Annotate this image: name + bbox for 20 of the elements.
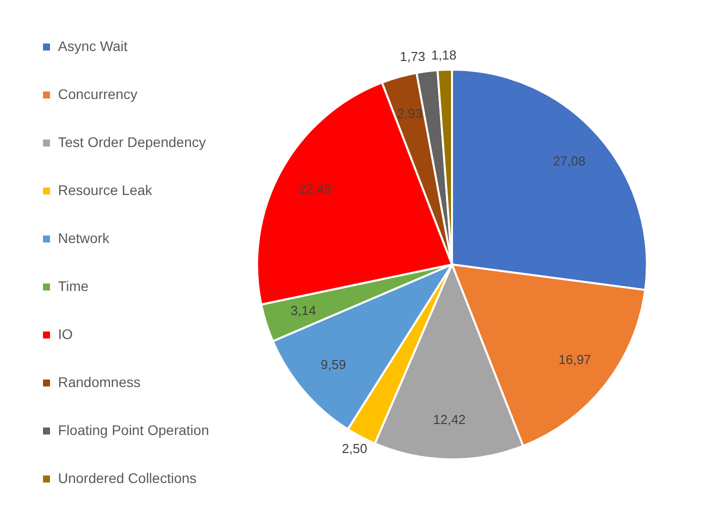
legend-label: Time	[58, 278, 89, 294]
legend-label: Resource Leak	[58, 182, 154, 198]
data-label: 1,73	[400, 48, 426, 64]
legend-label: Concurrency	[58, 86, 138, 102]
legend-label: Floating Point Operation	[58, 422, 209, 438]
legend-label: Randomness	[58, 374, 140, 390]
data-label: 27,08	[552, 153, 586, 168]
data-label: 16,97	[558, 352, 592, 368]
data-label: 1,18	[431, 47, 457, 62]
legend-label: Network	[58, 230, 110, 246]
data-label: 2,93	[397, 106, 422, 122]
data-label: 12,42	[433, 412, 466, 427]
data-label: 3,14	[290, 302, 316, 318]
legend-label: Test Order Dependency	[58, 134, 206, 150]
legend-label: Async Wait	[58, 38, 128, 54]
legend-label: Unordered Collections	[58, 470, 197, 486]
legend-label: IO	[58, 326, 73, 342]
data-label: 2,50	[342, 440, 368, 456]
data-label: 9,59	[320, 357, 346, 372]
data-label: 22,45	[298, 182, 332, 197]
